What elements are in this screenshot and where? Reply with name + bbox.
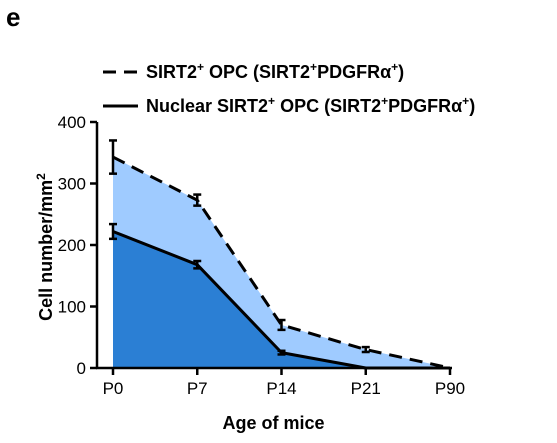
series-1-error-bar bbox=[109, 222, 117, 241]
series-0-error-bar bbox=[109, 139, 117, 175]
panel-label: e bbox=[6, 2, 21, 32]
y-tick-label: 400 bbox=[58, 113, 86, 132]
series-0-error-bar bbox=[361, 345, 370, 354]
legend-item-1: Nuclear SIRT2+ OPC (SIRT2+PDGFRα+) bbox=[103, 94, 475, 116]
y-axis-title: Cell number/mm2 bbox=[34, 173, 56, 321]
y-tick-label: 100 bbox=[58, 298, 86, 317]
x-tick-label: P0 bbox=[103, 379, 124, 398]
chart-axes: 0 100 200 300 400 P0 P7 P14 P21 P90 Age of mice Cel… bbox=[34, 113, 465, 433]
series-1-error-bar bbox=[193, 259, 202, 270]
series-0-error-bar bbox=[277, 318, 286, 332]
y-tick-label: 0 bbox=[77, 359, 86, 378]
series-areas bbox=[113, 157, 450, 368]
x-tick-label: P90 bbox=[435, 379, 465, 398]
series-1-error-bar bbox=[277, 349, 286, 356]
series-0-line bbox=[112, 155, 451, 370]
y-tick-label: 300 bbox=[58, 175, 86, 194]
x-axis-title: Age of mice bbox=[222, 413, 324, 433]
x-tick-label: P7 bbox=[187, 379, 208, 398]
x-tick-label: P21 bbox=[351, 379, 381, 398]
legend-label-0: SIRT2+ OPC (SIRT2+PDGFRα+) bbox=[146, 60, 404, 82]
error-bars bbox=[109, 139, 370, 356]
legend-item-0: SIRT2+ OPC (SIRT2+PDGFRα+) bbox=[103, 60, 404, 82]
y-tick-label: 200 bbox=[58, 236, 86, 255]
chart-legend: SIRT2+ OPC (SIRT2+PDGFRα+) Nuclear SIRT2+… bbox=[103, 60, 475, 116]
x-tick-label: P14 bbox=[266, 379, 296, 398]
legend-label-1: Nuclear SIRT2+ OPC (SIRT2+PDGFRα+) bbox=[146, 94, 475, 116]
series-0-error-bar bbox=[193, 193, 202, 207]
